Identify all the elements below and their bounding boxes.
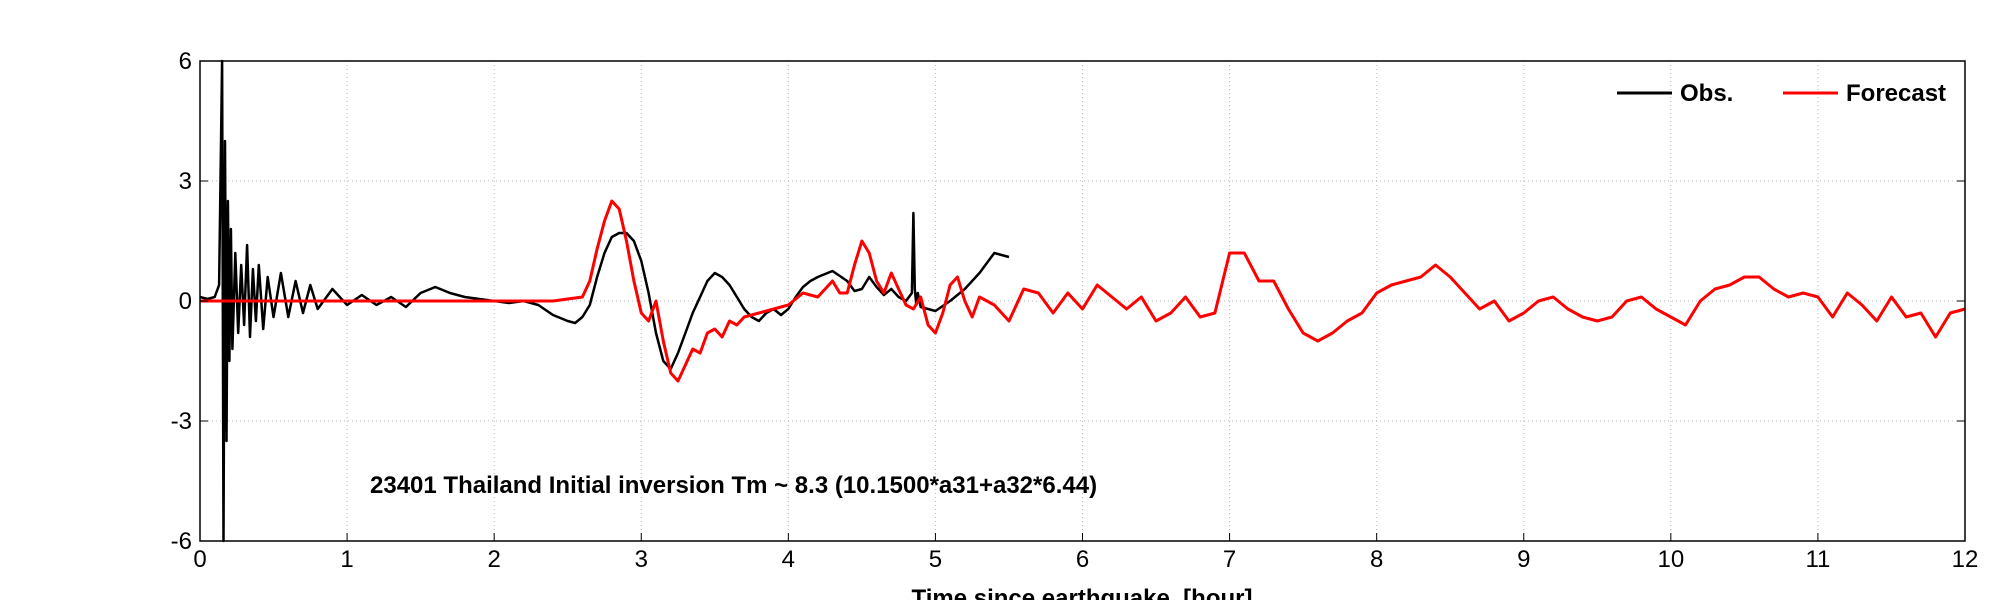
x-tick-label: 0 xyxy=(193,546,206,573)
y-tick-label: 3 xyxy=(179,168,192,195)
x-tick-label: 5 xyxy=(929,546,942,573)
obs-series-line xyxy=(199,59,1010,543)
x-tick-label: 2 xyxy=(487,546,500,573)
x-tick-label: 7 xyxy=(1223,546,1236,573)
x-axis-label: Time since earthquake, [hour] xyxy=(912,585,1253,600)
x-tick-label: 9 xyxy=(1517,546,1530,573)
legend-forecast-label: Forecast xyxy=(1846,80,1946,107)
annotation-text: 23401 Thailand Initial inversion Tm ~ 8.… xyxy=(370,472,1097,499)
x-tick-label: 8 xyxy=(1370,546,1383,573)
x-tick-label: 3 xyxy=(635,546,648,573)
y-tick-label: -6 xyxy=(171,528,192,555)
forecast-series-line xyxy=(200,199,1966,383)
x-tick-label: 11 xyxy=(1805,546,1830,573)
legend-obs-label: Obs. xyxy=(1680,80,1733,107)
x-tick-label: 4 xyxy=(782,546,795,573)
y-tick-label: -3 xyxy=(171,408,192,435)
series-lines xyxy=(199,59,1966,543)
x-tick-label: 6 xyxy=(1076,546,1089,573)
x-tick-label: 12 xyxy=(1952,546,1979,573)
y-tick-label: 0 xyxy=(179,288,192,315)
y-tick-label: 6 xyxy=(179,48,192,75)
x-tick-label: 10 xyxy=(1657,546,1684,573)
legend: Obs. Forecast xyxy=(1617,80,1946,107)
x-tick-label: 1 xyxy=(340,546,353,573)
